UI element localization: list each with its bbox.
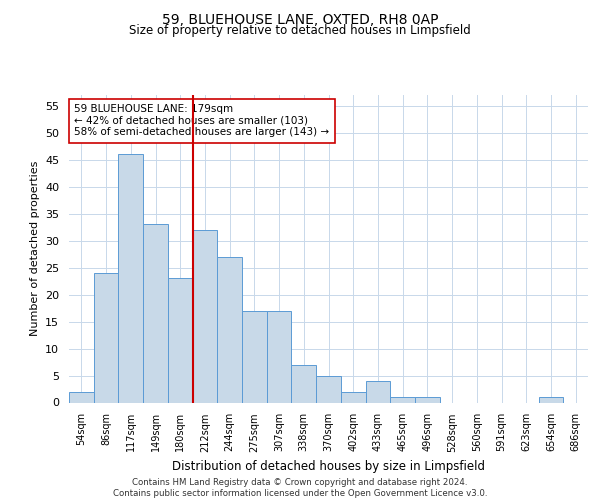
Bar	[390, 397, 415, 402]
Text: Contains HM Land Registry data © Crown copyright and database right 2024.
Contai: Contains HM Land Registry data © Crown c…	[113, 478, 487, 498]
Bar	[168, 278, 193, 402]
Bar	[242, 311, 267, 402]
Bar	[94, 273, 118, 402]
Bar	[143, 224, 168, 402]
Bar	[365, 381, 390, 402]
Bar	[341, 392, 365, 402]
Text: Size of property relative to detached houses in Limpsfield: Size of property relative to detached ho…	[129, 24, 471, 37]
Text: 59 BLUEHOUSE LANE: 179sqm
← 42% of detached houses are smaller (103)
58% of semi: 59 BLUEHOUSE LANE: 179sqm ← 42% of detac…	[74, 104, 329, 138]
Text: 59, BLUEHOUSE LANE, OXTED, RH8 0AP: 59, BLUEHOUSE LANE, OXTED, RH8 0AP	[162, 12, 438, 26]
Bar	[316, 376, 341, 402]
Bar	[69, 392, 94, 402]
Bar	[193, 230, 217, 402]
Y-axis label: Number of detached properties: Number of detached properties	[29, 161, 40, 336]
X-axis label: Distribution of detached houses by size in Limpsfield: Distribution of detached houses by size …	[172, 460, 485, 473]
Bar	[217, 257, 242, 402]
Bar	[539, 397, 563, 402]
Bar	[118, 154, 143, 402]
Bar	[415, 397, 440, 402]
Bar	[267, 311, 292, 402]
Bar	[292, 364, 316, 403]
